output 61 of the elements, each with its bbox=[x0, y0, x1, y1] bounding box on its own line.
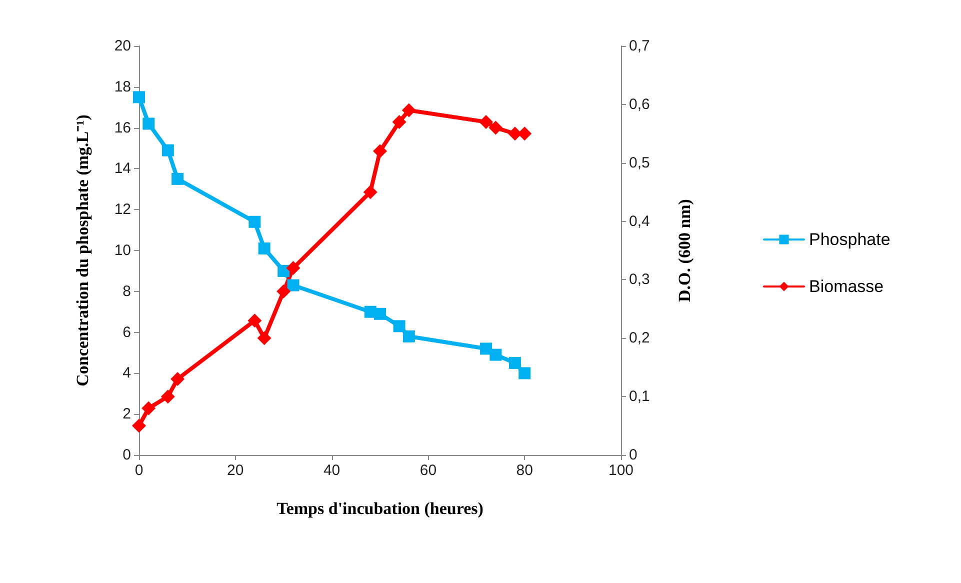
y-tick-label: 14 bbox=[114, 160, 131, 178]
point bbox=[133, 91, 145, 104]
y-axis-title: Concentration du phosphate (mg.L⁻¹) bbox=[73, 114, 92, 386]
legend-label: Phosphate bbox=[809, 230, 890, 249]
y2-tick-label: 0,6 bbox=[629, 96, 650, 113]
y2-tick-label: 0,2 bbox=[629, 330, 650, 347]
point bbox=[257, 331, 272, 346]
x-tick-label: 60 bbox=[420, 462, 437, 479]
point bbox=[508, 126, 522, 141]
x-tick-label: 0 bbox=[134, 462, 144, 479]
point bbox=[172, 172, 184, 185]
y-tick-label: 18 bbox=[114, 78, 131, 96]
y2-tick-label: 0,1 bbox=[629, 388, 650, 406]
y-tick-label: 0 bbox=[122, 446, 131, 464]
point bbox=[162, 144, 174, 156]
y-tick-label: 16 bbox=[114, 119, 131, 136]
point bbox=[518, 367, 531, 380]
point bbox=[142, 401, 156, 416]
y-tick-label: 4 bbox=[122, 364, 131, 382]
x-tick-label: 20 bbox=[227, 462, 244, 479]
y-tick-label: 2 bbox=[122, 406, 131, 423]
legend-label: Biomasse bbox=[809, 277, 884, 296]
point bbox=[402, 330, 415, 342]
point bbox=[490, 348, 502, 361]
point bbox=[363, 185, 378, 200]
point bbox=[142, 118, 155, 130]
point bbox=[258, 242, 270, 254]
x-tick-label: 40 bbox=[323, 462, 340, 479]
point bbox=[286, 261, 300, 276]
point bbox=[276, 284, 291, 298]
y2-tick-label: 0,4 bbox=[629, 212, 650, 230]
point bbox=[170, 372, 185, 386]
point bbox=[392, 114, 406, 129]
x-tick-label: 80 bbox=[516, 462, 533, 479]
y2-tick-label: 0 bbox=[629, 446, 638, 464]
point bbox=[248, 216, 261, 228]
point bbox=[374, 308, 386, 320]
x-axis-title: Temps d'incubation (heures) bbox=[276, 499, 484, 518]
y2-tick-label: 0,3 bbox=[629, 271, 650, 288]
point bbox=[480, 342, 492, 355]
y-tick-label: 10 bbox=[114, 242, 131, 259]
point bbox=[402, 103, 416, 118]
point bbox=[393, 320, 406, 332]
point bbox=[373, 144, 387, 158]
point bbox=[518, 126, 532, 141]
y-tick-label: 8 bbox=[122, 282, 131, 300]
point bbox=[287, 279, 300, 292]
y2-tick-label: 0,5 bbox=[629, 154, 650, 172]
y2-tick-label: 0,7 bbox=[629, 38, 650, 54]
point bbox=[479, 114, 494, 129]
x-tick-label: 100 bbox=[608, 462, 634, 479]
point bbox=[488, 120, 503, 135]
point bbox=[248, 314, 262, 328]
y-tick-label: 20 bbox=[114, 38, 131, 54]
y-tick-label: 12 bbox=[114, 201, 131, 218]
y2-axis-title: D.O. (600 nm) bbox=[675, 199, 694, 302]
point bbox=[508, 356, 521, 369]
point bbox=[132, 418, 146, 433]
point bbox=[160, 390, 175, 404]
point bbox=[278, 264, 290, 277]
y-tick-label: 6 bbox=[122, 324, 131, 341]
